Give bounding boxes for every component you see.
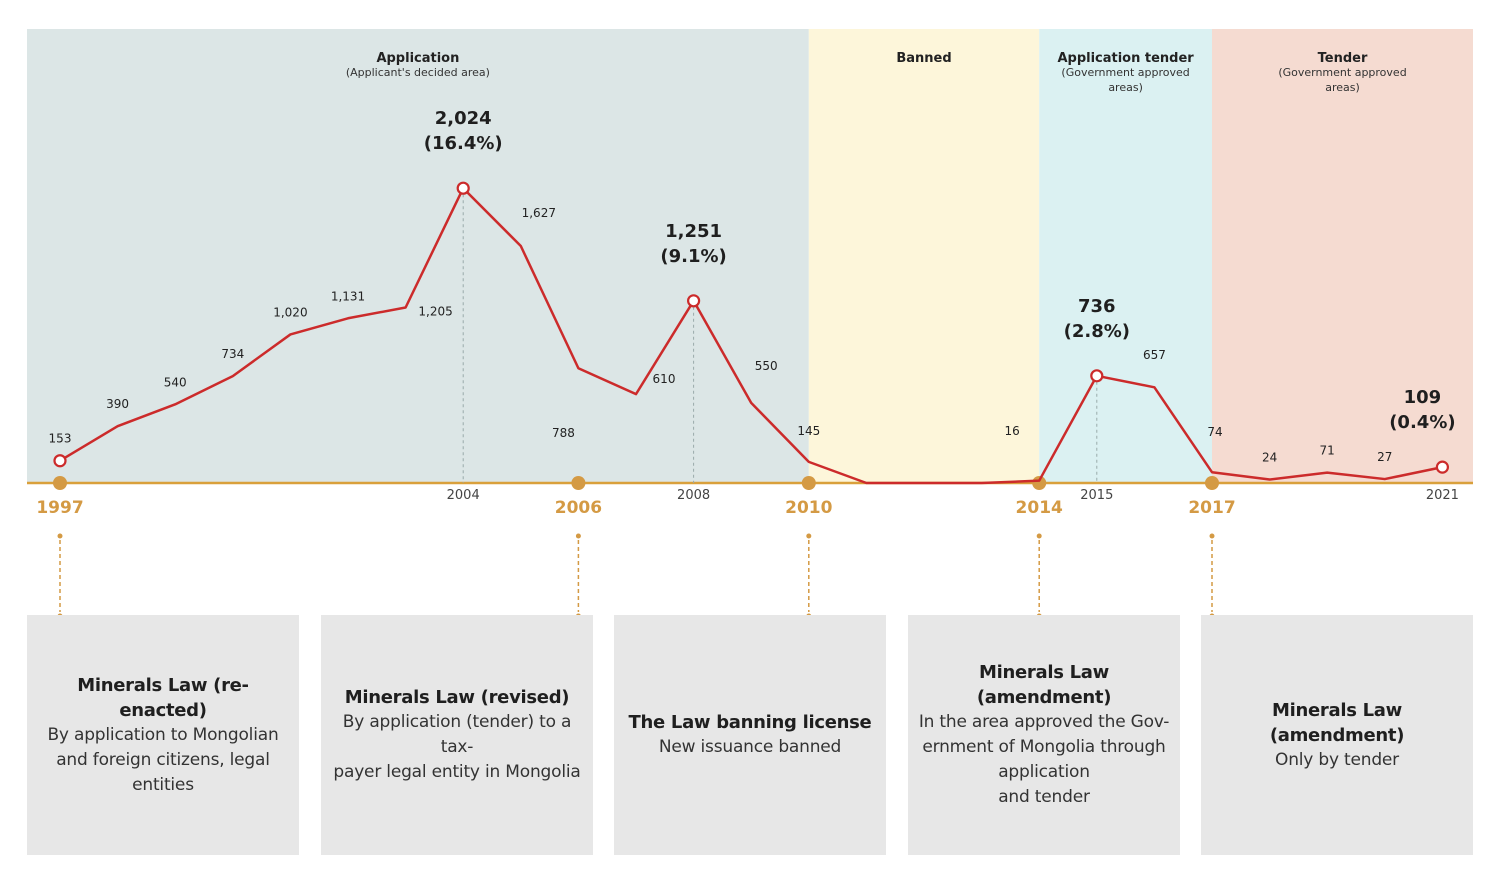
period-band (808, 29, 1040, 483)
law-description: By application to Mongolian and foreign … (47, 724, 279, 795)
data-label: 610 (653, 372, 676, 386)
connector-dot (1036, 533, 1042, 539)
milestone-dot (571, 476, 586, 490)
data-label: 74 (1207, 425, 1222, 439)
data-label: 1,131 (331, 289, 365, 303)
law-description: New issuance banned (658, 737, 842, 757)
tick-year-label: 2021 (1426, 488, 1459, 503)
milestone-year-label: 2010 (785, 498, 832, 518)
peak-value-label: 1,251 (665, 221, 722, 242)
period-band (1039, 29, 1212, 483)
data-label: 71 (1320, 444, 1335, 458)
data-label: 153 (49, 432, 72, 446)
period-subtitle: (Government approved (1061, 66, 1189, 79)
peak-share-label: (0.4%) (1389, 412, 1455, 433)
milestone-connectors (57, 533, 1215, 619)
milestone-dot (1205, 476, 1219, 490)
tick-year-label: 2004 (447, 488, 480, 503)
law-title: Minerals Law (amendment) (976, 662, 1112, 708)
data-label: 1,627 (522, 206, 556, 220)
data-label: 734 (221, 347, 244, 361)
licenses-series (53, 181, 1450, 485)
data-point-marker (686, 294, 701, 308)
peak-value-label: 736 (1078, 296, 1116, 317)
data-label: 24 (1262, 451, 1277, 465)
data-point-marker (1090, 369, 1104, 383)
period-band (27, 29, 809, 483)
connector-dot (57, 533, 63, 539)
milestone-dot (53, 476, 67, 490)
milestone-year-label: 1997 (36, 498, 83, 518)
data-label: 1,205 (418, 304, 452, 318)
law-title: Minerals Law (revised) (344, 687, 570, 708)
tick-year-label: 2008 (677, 488, 710, 503)
data-label: 657 (1143, 348, 1166, 362)
data-point-marker (53, 454, 67, 468)
law-description: In the area approved the Gov- ernment of… (918, 712, 1170, 807)
milestone-dot (1032, 476, 1047, 490)
tick-year-label: 2015 (1080, 488, 1113, 503)
data-label: 27 (1377, 450, 1392, 464)
data-label: 16 (1005, 424, 1020, 438)
law-card-2014: Minerals Law (amendment) In the area app… (908, 615, 1180, 855)
peak-share-label: (2.8%) (1064, 321, 1130, 342)
law-title: The Law banning license (628, 712, 872, 733)
milestone-dot (801, 476, 816, 490)
peak-share-label: (9.1%) (660, 246, 726, 267)
data-label: 390 (106, 397, 129, 411)
law-card-2017: Minerals Law (amendment) Only by tender (1201, 615, 1473, 855)
period-band (1212, 29, 1473, 483)
law-title: Minerals Law (amendment) (1269, 699, 1405, 746)
milestone-year-label: 2006 (555, 498, 602, 518)
period-subtitle: (Applicant's decided area) (346, 66, 490, 79)
x-axis: 1997 2006 2010 2014 2017 2004 2008 2015 2021 (27, 476, 1473, 518)
data-point-marker (1435, 460, 1450, 474)
law-description: By application (tender) to a tax- payer … (333, 712, 581, 782)
peak-share-label: (16.4%) (424, 133, 503, 154)
period-subtitle: areas) (1108, 81, 1143, 94)
peak-guide-lines (462, 194, 1098, 483)
peak-value-label: 109 (1404, 387, 1442, 408)
licenses-line (59, 186, 1443, 485)
data-label: 540 (164, 375, 187, 389)
data-label: 788 (552, 426, 575, 440)
law-card-2006: Minerals Law (revised) By application (t… (321, 615, 593, 855)
period-title: Application tender (1057, 51, 1194, 66)
period-bands: Application(Applicant's decided area) Ban… (27, 29, 1473, 483)
data-label: 1,020 (273, 305, 307, 319)
period-title: Tender (1318, 51, 1368, 66)
data-label: 145 (797, 424, 820, 438)
milestone-year-label: 2014 (1016, 498, 1063, 518)
data-label: 550 (755, 359, 778, 373)
period-subtitle: areas) (1325, 81, 1360, 94)
data-labels: 153 390 540 734 1,020 1,131 1,205 1,627 788 610 55… (49, 108, 1456, 464)
period-title: Application (376, 51, 459, 66)
connector-dot (1209, 533, 1215, 539)
peak-value-label: 2,024 (435, 108, 492, 129)
law-description: Only by tender (1275, 749, 1399, 770)
period-subtitle: (Government approved (1278, 66, 1406, 79)
connector-dot (575, 533, 581, 539)
period-title: Banned (896, 51, 951, 66)
law-card-2010: The Law banning license New issuance ban… (614, 615, 886, 855)
law-title: Minerals Law (re-enacted) (77, 674, 249, 721)
data-point-marker (456, 181, 470, 195)
law-card-1997: Minerals Law (re-enacted) By application… (27, 615, 299, 855)
milestone-year-label: 2017 (1188, 498, 1235, 518)
connector-dot (806, 533, 812, 539)
